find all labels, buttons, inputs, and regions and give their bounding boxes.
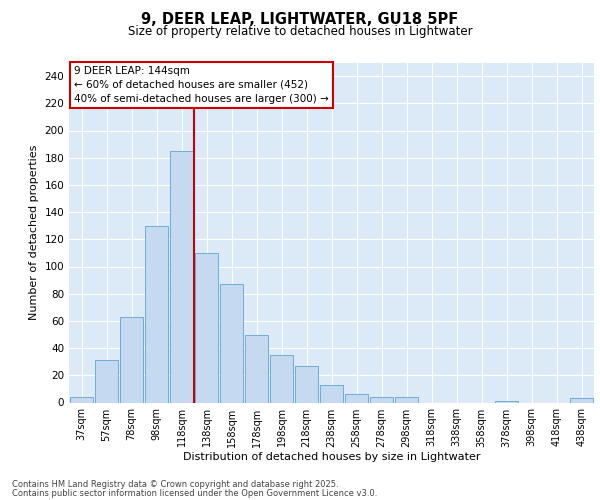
Bar <box>70 397 94 402</box>
Bar <box>194 253 218 402</box>
Text: Contains HM Land Registry data © Crown copyright and database right 2025.: Contains HM Land Registry data © Crown c… <box>12 480 338 489</box>
Text: Size of property relative to detached houses in Lightwater: Size of property relative to detached ho… <box>128 25 472 38</box>
Bar <box>320 385 343 402</box>
Bar <box>269 355 293 403</box>
Text: Contains public sector information licensed under the Open Government Licence v3: Contains public sector information licen… <box>12 488 377 498</box>
Bar <box>119 317 143 402</box>
Bar <box>170 151 193 403</box>
Bar <box>245 334 268 402</box>
Bar <box>220 284 244 403</box>
Bar <box>370 397 394 402</box>
Bar <box>395 397 418 402</box>
Bar <box>344 394 368 402</box>
Bar <box>145 226 169 402</box>
X-axis label: Distribution of detached houses by size in Lightwater: Distribution of detached houses by size … <box>183 452 480 462</box>
Bar <box>569 398 593 402</box>
Text: 9, DEER LEAP, LIGHTWATER, GU18 5PF: 9, DEER LEAP, LIGHTWATER, GU18 5PF <box>142 12 458 28</box>
Text: 9 DEER LEAP: 144sqm
← 60% of detached houses are smaller (452)
40% of semi-detac: 9 DEER LEAP: 144sqm ← 60% of detached ho… <box>74 66 329 104</box>
Y-axis label: Number of detached properties: Number of detached properties <box>29 145 39 320</box>
Bar <box>95 360 118 403</box>
Bar <box>295 366 319 403</box>
Bar <box>494 401 518 402</box>
